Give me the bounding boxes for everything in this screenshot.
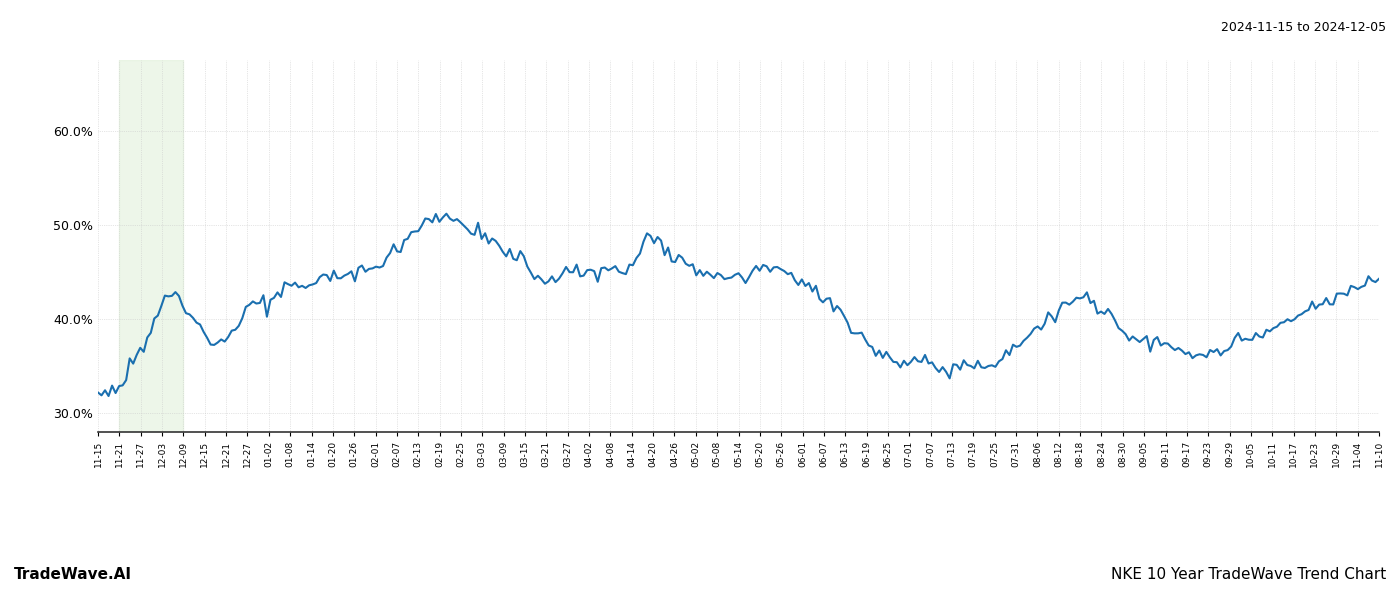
Text: TradeWave.AI: TradeWave.AI — [14, 567, 132, 582]
Text: 2024-11-15 to 2024-12-05: 2024-11-15 to 2024-12-05 — [1221, 21, 1386, 34]
Bar — [119, 60, 183, 432]
Text: NKE 10 Year TradeWave Trend Chart: NKE 10 Year TradeWave Trend Chart — [1110, 567, 1386, 582]
